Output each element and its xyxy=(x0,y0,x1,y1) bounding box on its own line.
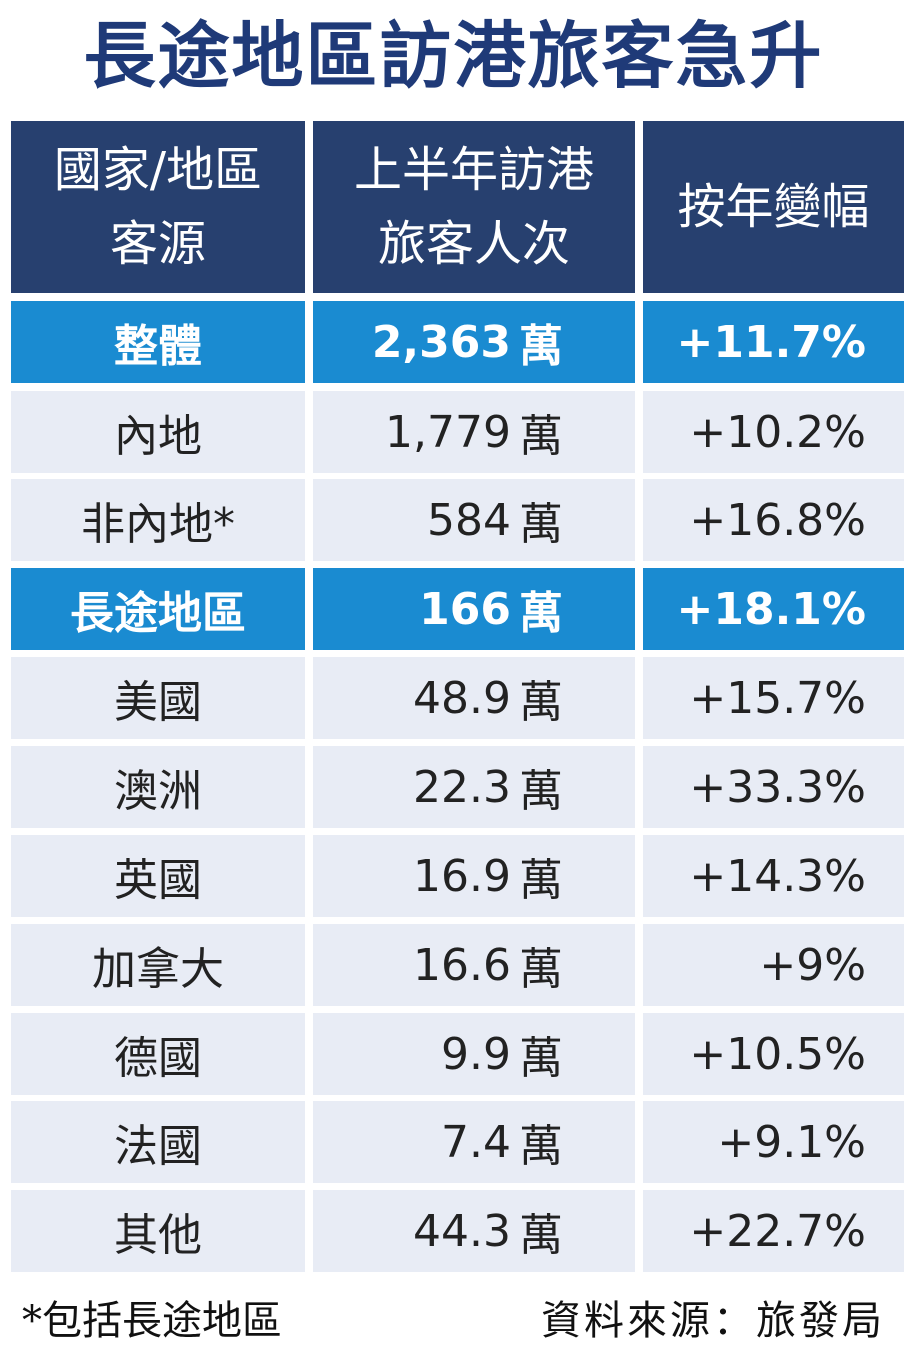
table-row: 加拿大 16.6 萬 +9% xyxy=(11,924,904,1006)
region-cell: 英國 xyxy=(11,835,305,917)
change-cell: +14.3% xyxy=(643,835,904,917)
region-cell: 法國 xyxy=(11,1101,305,1183)
header-change: 按年變幅 xyxy=(643,121,904,293)
region-cell: 澳洲 xyxy=(11,746,305,828)
visitors-value: 2,363 xyxy=(371,316,511,368)
change-cell: +10.2% xyxy=(643,391,904,473)
region-cell: 非內地* xyxy=(11,479,305,561)
visitors-value: 44.3 xyxy=(413,1205,511,1257)
region-cell: 加拿大 xyxy=(11,924,305,1006)
visitors-value: 16.6 xyxy=(413,939,511,991)
visitors-unit: 萬 xyxy=(519,1033,563,1084)
visitors-unit: 萬 xyxy=(519,321,563,372)
visitors-value: 7.4 xyxy=(441,1116,511,1168)
table-row: 英國 16.9 萬 +14.3% xyxy=(11,835,904,917)
visitors-cell: 584 萬 xyxy=(313,479,635,561)
change-cell: +9% xyxy=(643,924,904,1006)
change-cell: +18.1% xyxy=(643,568,904,650)
visitors-value: 1,779 xyxy=(385,406,511,458)
visitors-value: 166 xyxy=(419,583,511,635)
visitors-cell: 22.3 萬 xyxy=(313,746,635,828)
change-cell: +16.8% xyxy=(643,479,904,561)
visitors-cell: 16.9 萬 xyxy=(313,835,635,917)
visitors-unit: 萬 xyxy=(519,944,563,995)
header-visitors: 上半年訪港 旅客人次 xyxy=(313,121,635,293)
visitors-unit: 萬 xyxy=(519,411,563,462)
visitors-value: 16.9 xyxy=(413,850,511,902)
visitors-unit: 萬 xyxy=(519,1210,563,1261)
change-cell: +33.3% xyxy=(643,746,904,828)
visitors-cell: 1,779 萬 xyxy=(313,391,635,473)
visitors-cell: 7.4 萬 xyxy=(313,1101,635,1183)
visitors-cell: 16.6 萬 xyxy=(313,924,635,1006)
region-cell: 內地 xyxy=(11,391,305,473)
source-note: 資料來源：旅發局 xyxy=(541,1298,885,1344)
visitors-unit: 萬 xyxy=(519,855,563,906)
visitors-unit: 萬 xyxy=(519,766,563,817)
visitors-cell: 48.9 萬 xyxy=(313,657,635,739)
visitors-value: 584 xyxy=(427,494,511,546)
visitors-cell: 166 萬 xyxy=(313,568,635,650)
table-row: 整體 2,363 萬 +11.7% xyxy=(11,301,904,383)
region-cell: 德國 xyxy=(11,1013,305,1095)
table-row: 非內地* 584 萬 +16.8% xyxy=(11,479,904,561)
table-row: 其他 44.3 萬 +22.7% xyxy=(11,1190,904,1272)
table-row: 法國 7.4 萬 +9.1% xyxy=(11,1101,904,1183)
region-cell: 長途地區 xyxy=(11,568,305,650)
change-cell: +9.1% xyxy=(643,1101,904,1183)
region-cell: 其他 xyxy=(11,1190,305,1272)
visitors-cell: 44.3 萬 xyxy=(313,1190,635,1272)
visitors-unit: 萬 xyxy=(519,499,563,550)
visitors-value: 22.3 xyxy=(413,761,511,813)
chart-title: 長途地區訪港旅客急升 xyxy=(83,14,824,98)
footnote: *包括長途地區 xyxy=(22,1298,282,1344)
table-row: 澳洲 22.3 萬 +33.3% xyxy=(11,746,904,828)
table-row: 內地 1,779 萬 +10.2% xyxy=(11,391,904,473)
region-cell: 整體 xyxy=(11,301,305,383)
visitor-table: 國家/地區 客源 上半年訪港 旅客人次 按年變幅 整體 2,363 萬 +11.7% 內… xyxy=(11,121,904,1277)
visitors-unit: 萬 xyxy=(519,677,563,728)
visitors-value: 9.9 xyxy=(441,1028,511,1080)
table-row: 長途地區 166 萬 +18.1% xyxy=(11,568,904,650)
visitors-cell: 9.9 萬 xyxy=(313,1013,635,1095)
change-cell: +10.5% xyxy=(643,1013,904,1095)
visitors-cell: 2,363 萬 xyxy=(313,301,635,383)
change-cell: +11.7% xyxy=(643,301,904,383)
change-cell: +15.7% xyxy=(643,657,904,739)
table-row: 美國 48.9 萬 +15.7% xyxy=(11,657,904,739)
region-cell: 美國 xyxy=(11,657,305,739)
visitors-unit: 萬 xyxy=(519,1121,563,1172)
visitors-value: 48.9 xyxy=(413,672,511,724)
table-header-row: 國家/地區 客源 上半年訪港 旅客人次 按年變幅 xyxy=(11,121,904,293)
table-row: 德國 9.9 萬 +10.5% xyxy=(11,1013,904,1095)
change-cell: +22.7% xyxy=(643,1190,904,1272)
header-region: 國家/地區 客源 xyxy=(11,121,305,293)
visitors-unit: 萬 xyxy=(519,588,563,639)
